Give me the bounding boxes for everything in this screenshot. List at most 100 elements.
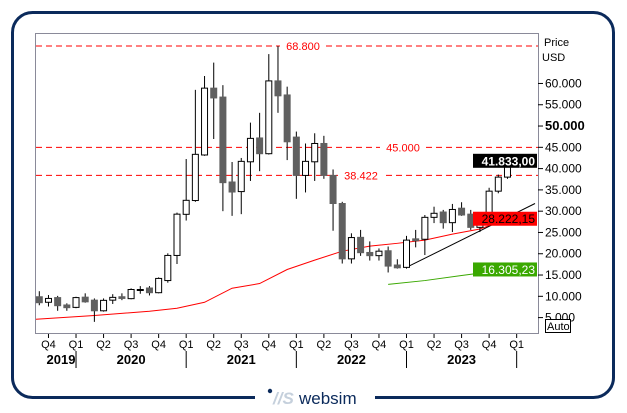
candle <box>118 293 126 301</box>
y-tick-label: 45.000 <box>545 140 582 154</box>
year-label: 2022 <box>337 352 366 367</box>
ma-value-marker: 16.305,23 <box>473 262 537 277</box>
candle-body-down <box>292 136 300 176</box>
candle <box>44 295 52 307</box>
quarter-label: Q4 <box>261 339 276 351</box>
y-tick-label: 15.000 <box>545 268 582 282</box>
candle-body-down <box>458 207 466 216</box>
candle-body-up <box>201 87 209 156</box>
quarter-label: Q4 <box>372 339 387 351</box>
candle <box>54 295 62 311</box>
candle <box>246 122 254 181</box>
candle-body-up <box>191 153 199 202</box>
y-tick-label: 50.000 <box>545 118 585 133</box>
ma-value-marker-label: 16.305,23 <box>482 263 536 277</box>
candle <box>63 303 71 311</box>
candle <box>292 131 300 199</box>
candle-body-down <box>63 304 71 309</box>
websim-logo: //S websim <box>267 388 357 408</box>
quarter-label: Q4 <box>151 339 166 351</box>
candle-body-down <box>329 174 337 205</box>
level-label-bg <box>280 39 326 53</box>
ma-value-marker: 28.222,15 <box>473 211 537 226</box>
candle <box>90 298 98 322</box>
candle-body-down <box>219 96 227 184</box>
plot-area <box>35 33 539 334</box>
y-tick-label: 40.000 <box>545 162 582 176</box>
candle <box>283 86 291 161</box>
y-tick-label: 30.000 <box>545 204 582 218</box>
candle <box>329 169 337 231</box>
candle <box>219 85 227 212</box>
candle <box>320 135 328 179</box>
candle <box>100 298 108 312</box>
candle <box>182 159 190 221</box>
candle-body-up <box>109 296 117 301</box>
candle <box>421 215 429 256</box>
auto-scale-button[interactable]: Auto <box>545 319 571 334</box>
candle <box>81 293 89 303</box>
y-tick-label: 10.000 <box>545 289 582 303</box>
candle-body-up <box>100 299 108 312</box>
candle-body-up <box>421 216 429 240</box>
quarter-label: Q2 <box>96 339 111 351</box>
year-label: 2020 <box>117 352 146 367</box>
year-label: 2019 <box>47 352 76 367</box>
year-label: 2023 <box>447 352 476 367</box>
candle-body-up <box>265 80 273 155</box>
candle <box>403 235 410 269</box>
candle <box>145 286 153 296</box>
candle <box>357 229 365 256</box>
candle <box>136 286 144 294</box>
quarter-label: Q3 <box>454 339 469 351</box>
axis-title: Price <box>544 37 569 49</box>
quarter-label: Q4 <box>41 339 56 351</box>
candle <box>439 209 447 229</box>
candle-body-down <box>35 296 43 304</box>
candle <box>173 212 181 264</box>
candle-body-down <box>384 250 392 267</box>
logo-text: websim <box>298 389 357 408</box>
candle-body-down <box>228 181 236 193</box>
candle-body-up <box>347 237 355 260</box>
y-tick-label: 25.000 <box>545 225 582 239</box>
candle-body-up <box>44 297 52 303</box>
quarter-label: Q1 <box>399 339 414 351</box>
quarter-label: Q3 <box>124 339 139 351</box>
ma-value-marker-label: 28.222,15 <box>482 212 536 226</box>
logo-gap <box>255 390 375 402</box>
candle-body-down <box>118 296 126 299</box>
candle-body-down <box>274 80 282 97</box>
candle <box>366 241 374 261</box>
candle <box>302 143 310 193</box>
last-price-marker-label: 41.833,00 <box>482 154 536 168</box>
candle <box>347 233 355 264</box>
candle-body-up <box>311 142 319 163</box>
candle <box>311 133 319 181</box>
logo-dot-icon <box>267 388 273 394</box>
candle-body-down <box>357 236 365 254</box>
candle-body-up <box>182 199 190 215</box>
y-tick-label: 55.000 <box>545 98 582 112</box>
quarter-label: Q2 <box>427 339 442 351</box>
level-label-bg <box>338 168 384 183</box>
candle-body-down <box>283 94 291 143</box>
candle <box>448 203 456 233</box>
candle-body-up <box>494 176 502 192</box>
candle <box>210 62 218 140</box>
quarter-label: Q3 <box>234 339 249 351</box>
candle <box>430 206 438 224</box>
candle <box>164 253 172 283</box>
last-price-marker: 41.833,00 <box>473 153 537 168</box>
candle <box>412 229 420 248</box>
candle <box>393 259 401 269</box>
logo-mark: //S <box>272 389 294 408</box>
candle-body-down <box>366 251 374 257</box>
level-label-bg <box>380 140 426 155</box>
candle-body-up <box>72 297 80 308</box>
moving-average-line <box>35 218 508 320</box>
auto-label[interactable]: Auto <box>547 321 570 333</box>
candle-body-up <box>246 137 254 163</box>
candle <box>35 291 43 306</box>
candle-body-up <box>127 289 135 300</box>
